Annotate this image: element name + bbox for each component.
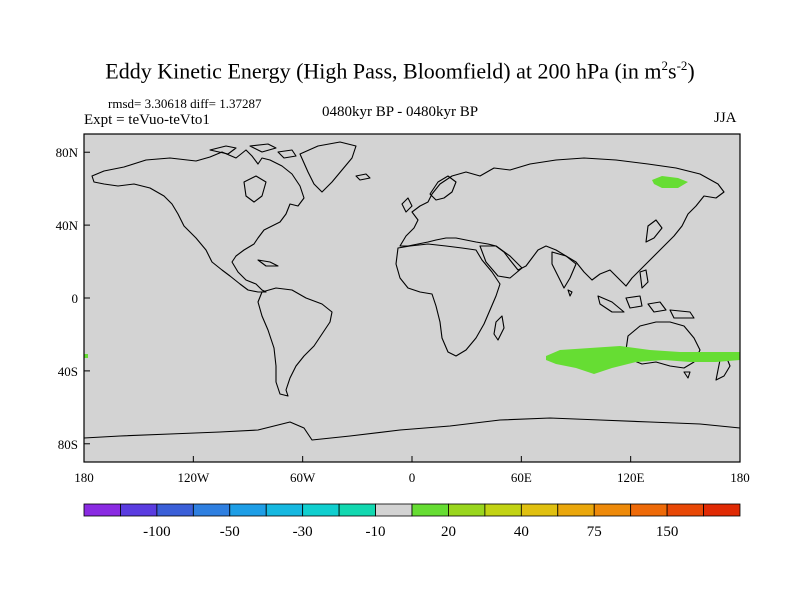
coast-scandinavia [429,175,457,201]
coast-india [551,251,577,289]
lat-tick-label: 40N [56,218,79,233]
colorbar-swatch [411,503,449,517]
colorbar-swatch [83,503,121,517]
coast-hudson-bay [243,175,267,203]
positive-region-siberia [652,176,688,188]
lat-tick-label: 80S [58,437,78,452]
lon-tick-label: 120W [177,470,210,485]
lat-tick-label: 0 [72,291,79,306]
colorbar-swatch [375,503,413,517]
colorbar-swatch [593,503,632,517]
positive-region-edge [84,354,88,358]
colorbar-label: -10 [366,524,386,540]
experiment-label: Expt = teVuo-teVto1 [84,112,210,128]
coast-indonesia [597,295,695,319]
positive-region-south-indian-ocean [546,346,740,374]
colorbar-label: 75 [587,524,602,540]
colorbar-label: -100 [143,524,171,540]
colorbar-swatch [265,503,304,517]
lat-tick-label: 40S [58,364,78,379]
coast-british-isles [401,197,413,213]
colorbar-swatch [229,503,267,517]
colorbar-label: -50 [220,524,240,540]
coast-arctic-islands [209,143,297,159]
lon-tick-label: 120E [617,470,645,485]
coast-cuba [257,259,279,267]
colorbar-swatch [192,503,231,517]
colorbar-swatch [338,503,376,517]
period-label: 0480kyr BP - 0480kyr BP [322,104,479,120]
coast-north-america [91,149,305,293]
colorbar-label: 20 [441,524,456,540]
colorbar-swatch [448,503,486,517]
longitude-ticks: 180 120W 60W 0 60E 120E 180 [74,456,750,485]
coast-greenland [299,141,357,193]
colorbar-swatch [520,503,559,517]
coast-philippines [639,269,649,289]
coast-arabia [479,245,523,279]
positive-anomaly-regions [84,176,740,374]
colorbar-label: 40 [514,524,529,540]
colorbar-swatch [703,503,741,517]
coast-tasmania [683,371,691,379]
colorbar-swatch [156,503,194,517]
map-title: Eddy Kinetic Energy (High Pass, Bloomfie… [105,58,695,84]
lon-tick-label: 60E [511,470,532,485]
lon-tick-label: 180 [74,470,94,485]
colorbar-swatch [484,503,522,517]
coast-madagascar [493,315,505,341]
coastlines [83,141,741,441]
season-label: JJA [714,110,737,126]
latitude-ticks: 80N 40N 0 40S 80S [56,145,90,452]
lat-tick-label: 80N [56,145,79,160]
colorbar-swatch [120,503,158,517]
coast-sri-lanka [567,289,573,297]
colorbar: -100 -50 -30 -10 20 40 75 150 [83,503,741,540]
colorbar-label: 150 [656,524,679,540]
coast-japan [645,219,663,243]
stats-label: rmsd= 3.30618 diff= 1.37287 [108,96,262,111]
coast-iceland [355,173,371,181]
colorbar-swatch [666,503,704,517]
coast-africa [395,243,501,357]
map-background [84,134,740,462]
lon-tick-label: 180 [730,470,750,485]
colorbar-label: -30 [293,524,313,540]
colorbar-swatch [557,503,595,517]
lon-tick-label: 0 [409,470,416,485]
lon-tick-label: 60W [290,470,316,485]
colorbar-swatch [630,503,668,517]
coast-south-america [257,287,333,397]
colorbar-swatch [302,503,340,517]
coast-antarctica [83,417,741,441]
